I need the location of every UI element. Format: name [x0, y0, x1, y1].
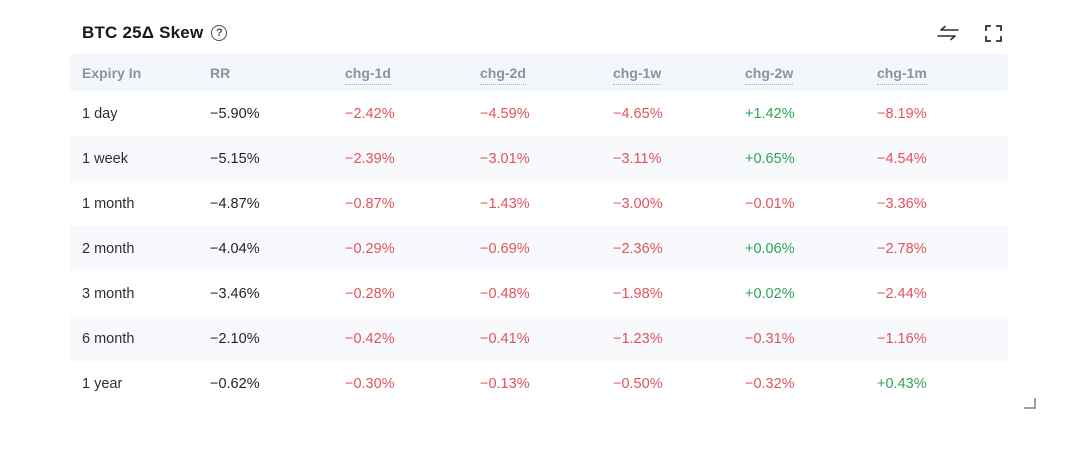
- cell-expiry: 1 year: [82, 375, 123, 392]
- cell-chg-2w: +0.02%: [745, 285, 795, 302]
- cell-chg-2w: −0.31%: [745, 330, 795, 347]
- cell-expiry: 1 month: [82, 195, 135, 212]
- cell-chg-1d: −0.87%: [345, 195, 395, 212]
- resize-handle[interactable]: [1024, 398, 1036, 409]
- table-row: 1 year −0.62% −0.30% −0.13% −0.50% −0.32…: [70, 361, 1008, 406]
- cell-expiry: 3 month: [82, 285, 135, 302]
- column-header-chg-2d[interactable]: chg-2d: [468, 64, 601, 85]
- column-header-chg-1m[interactable]: chg-1m: [865, 64, 1008, 85]
- cell-chg-2d: −4.59%: [480, 105, 530, 122]
- column-header-rr: RR: [210, 64, 231, 81]
- table-row: 3 month −3.46% −0.28% −0.48% −1.98% +0.0…: [70, 271, 1008, 316]
- column-header-chg-2w[interactable]: chg-2w: [733, 64, 865, 85]
- cell-chg-1d: −0.42%: [345, 330, 395, 347]
- cell-chg-2d: −0.48%: [480, 285, 530, 302]
- cell-rr: −3.46%: [210, 285, 260, 302]
- cell-chg-2w: −0.01%: [745, 195, 795, 212]
- table-row: 6 month −2.10% −0.42% −0.41% −1.23% −0.3…: [70, 316, 1008, 361]
- cell-rr: −5.90%: [210, 105, 260, 122]
- cell-chg-1d: −2.42%: [345, 105, 395, 122]
- cell-chg-1w: −2.36%: [613, 240, 663, 257]
- table-header-row: Expiry In RR chg-1d chg-2d chg-1w chg-2w chg-1…: [70, 54, 1008, 91]
- cell-chg-1w: −3.00%: [613, 195, 663, 212]
- cell-rr: −4.87%: [210, 195, 260, 212]
- page-title: BTC 25Δ Skew: [82, 23, 204, 42]
- btc-skew-widget: BTC 25Δ Skew ? Expiry In RR chg-1d chg-2d ch…: [70, 12, 1008, 406]
- swap-icon[interactable]: [937, 25, 959, 41]
- cell-chg-1m: −8.19%: [877, 105, 927, 122]
- cell-chg-1d: −2.39%: [345, 150, 395, 167]
- widget-titlebar: BTC 25Δ Skew ?: [70, 12, 1008, 54]
- cell-chg-1m: −2.44%: [877, 285, 927, 302]
- column-header-expiry-in: Expiry In: [82, 64, 142, 81]
- cell-chg-2w: +0.65%: [745, 150, 795, 167]
- cell-rr: −0.62%: [210, 375, 260, 392]
- cell-chg-2d: −1.43%: [480, 195, 530, 212]
- cell-expiry: 1 week: [82, 150, 128, 167]
- cell-chg-1w: −0.50%: [613, 375, 663, 392]
- cell-expiry: 6 month: [82, 330, 135, 347]
- cell-chg-1w: −1.98%: [613, 285, 663, 302]
- cell-chg-2d: −0.69%: [480, 240, 530, 257]
- cell-expiry: 2 month: [82, 240, 135, 257]
- cell-chg-1d: −0.29%: [345, 240, 395, 257]
- cell-chg-1m: −4.54%: [877, 150, 927, 167]
- fullscreen-icon[interactable]: [985, 24, 1002, 42]
- cell-chg-1w: −3.11%: [613, 150, 662, 167]
- cell-rr: −2.10%: [210, 330, 260, 347]
- cell-rr: −5.15%: [210, 150, 260, 167]
- column-header-chg-1d[interactable]: chg-1d: [333, 64, 468, 85]
- table-row: 1 day −5.90% −2.42% −4.59% −4.65% +1.42%…: [70, 91, 1008, 136]
- table-row: 1 week −5.15% −2.39% −3.01% −3.11% +0.65…: [70, 136, 1008, 181]
- cell-chg-2d: −0.41%: [480, 330, 530, 347]
- cell-chg-2w: +1.42%: [745, 105, 795, 122]
- cell-chg-1m: −2.78%: [877, 240, 927, 257]
- cell-chg-2d: −3.01%: [480, 150, 530, 167]
- cell-chg-1m: −3.36%: [877, 195, 927, 212]
- cell-chg-1d: −0.28%: [345, 285, 395, 302]
- cell-rr: −4.04%: [210, 240, 260, 257]
- cell-chg-1d: −0.30%: [345, 375, 395, 392]
- cell-chg-1m: +0.43%: [877, 375, 927, 392]
- table-row: 2 month −4.04% −0.29% −0.69% −2.36% +0.0…: [70, 226, 1008, 271]
- cell-chg-1m: −1.16%: [877, 330, 927, 347]
- cell-chg-2w: +0.06%: [745, 240, 795, 257]
- table-body: 1 day −5.90% −2.42% −4.59% −4.65% +1.42%…: [70, 91, 1008, 406]
- cell-chg-2w: −0.32%: [745, 375, 795, 392]
- cell-expiry: 1 day: [82, 105, 118, 122]
- help-icon[interactable]: ?: [211, 25, 228, 41]
- cell-chg-2d: −0.13%: [480, 375, 530, 392]
- table-row: 1 month −4.87% −0.87% −1.43% −3.00% −0.0…: [70, 181, 1008, 226]
- cell-chg-1w: −4.65%: [613, 105, 663, 122]
- column-header-chg-1w[interactable]: chg-1w: [601, 64, 733, 85]
- cell-chg-1w: −1.23%: [613, 330, 663, 347]
